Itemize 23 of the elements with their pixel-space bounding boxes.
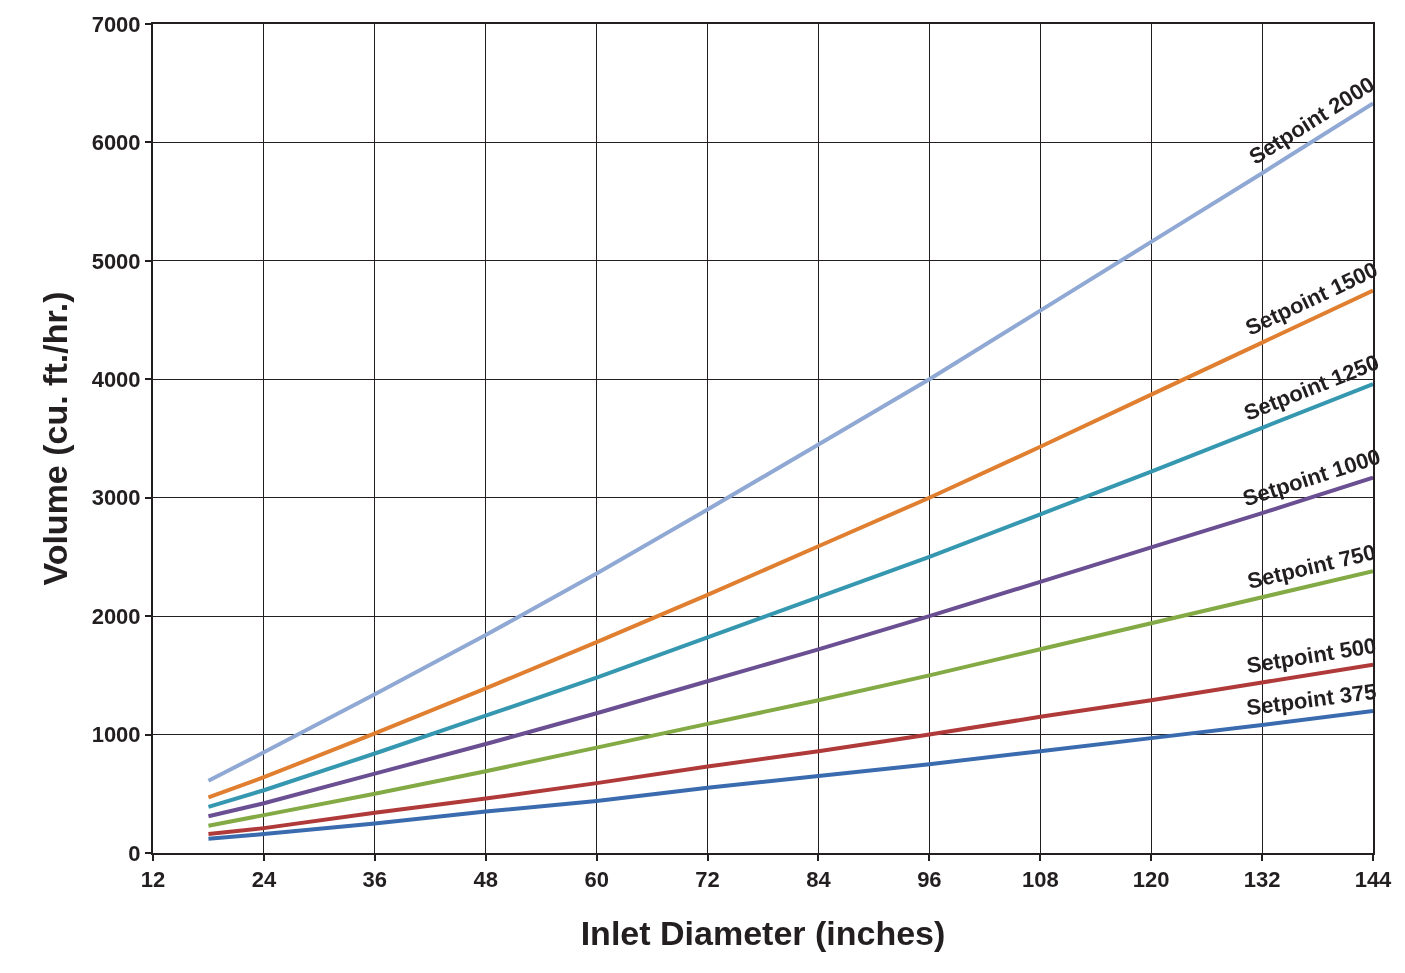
x-tick-label: 144 (1354, 867, 1393, 893)
x-tick-label: 12 (140, 867, 166, 893)
x-tick-label: 48 (473, 867, 498, 893)
y-tick-label: 2000 (91, 603, 141, 629)
x-tick-label: 108 (1021, 867, 1059, 893)
x-tick-label: 72 (695, 867, 720, 893)
x-tick-label: 120 (1132, 867, 1170, 893)
x-tick-label: 36 (362, 867, 388, 893)
y-tick-label: 1000 (91, 722, 141, 748)
y-axis-title: Volume (cu. ft./hr.) (35, 291, 74, 586)
x-tick-label: 84 (806, 867, 832, 893)
y-tick-label: 4000 (91, 366, 141, 392)
y-tick-label: 5000 (91, 248, 141, 274)
x-tick-label: 96 (917, 867, 942, 893)
y-tick-label: 0 (128, 840, 141, 866)
x-tick-label: 60 (584, 867, 609, 893)
text: Setpoint 750 (1244, 539, 1379, 594)
x-axis-title: Inlet Diameter (inches) (580, 914, 946, 953)
y-tick-label: 6000 (91, 130, 141, 156)
x-tick-label: 24 (251, 867, 277, 893)
y-tick-label: 3000 (91, 485, 141, 511)
y-tick-label: 7000 (91, 11, 141, 37)
x-tick-label: 132 (1243, 867, 1281, 893)
